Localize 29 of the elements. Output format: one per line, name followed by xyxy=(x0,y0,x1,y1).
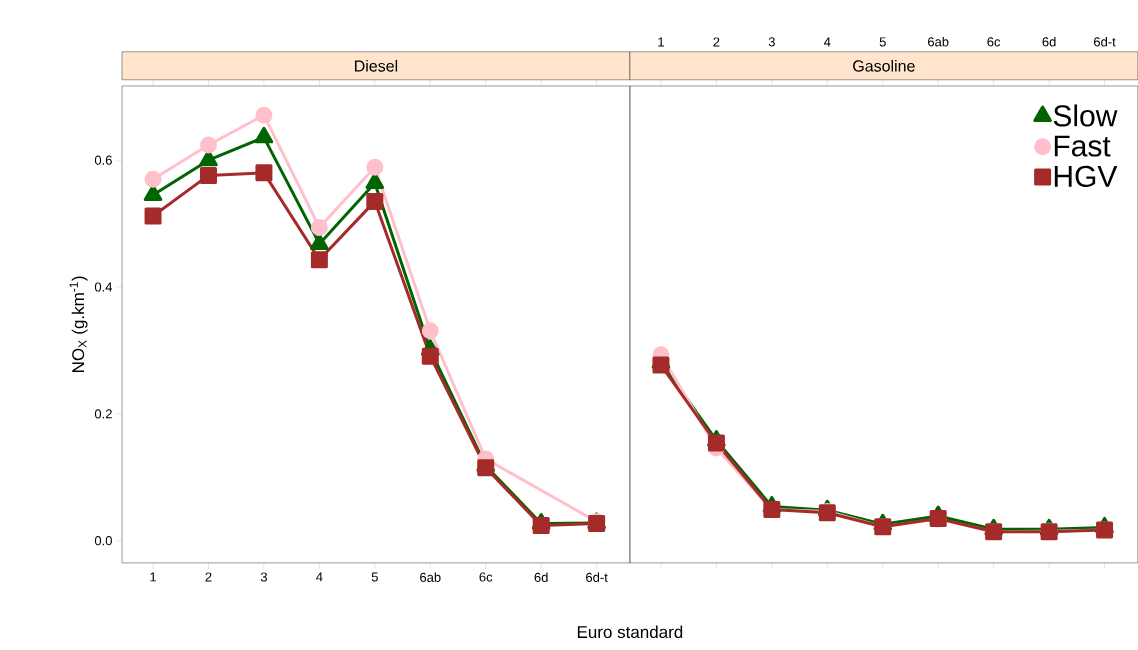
legend-label: Slow xyxy=(1053,104,1118,127)
x-tick-label: 6ab xyxy=(420,572,441,583)
x-tick-label: 6c xyxy=(987,37,1001,47)
x-tick-label: 3 xyxy=(768,37,775,47)
x-tick-label: 5 xyxy=(879,37,886,47)
x-axis-title: Euro standard xyxy=(577,625,683,639)
x-tick-label: 4 xyxy=(316,572,323,582)
legend-label: Fast xyxy=(1054,135,1111,157)
x-tick-label: 2 xyxy=(205,572,212,582)
y-tick-label: 0.2 xyxy=(94,409,112,419)
x-tick-label: 6d-t xyxy=(586,572,608,583)
x-tick-label: 6c xyxy=(479,572,493,582)
x-tick-label: 3 xyxy=(260,572,267,582)
y-tick-label: 0.6 xyxy=(94,155,112,165)
chart-title: Diesel xyxy=(355,59,398,72)
x-tick-label: 2 xyxy=(713,37,720,47)
y-axis-title: NO$_{X}$ (g.km$^{-1}$) xyxy=(69,276,88,373)
x-tick-label: 4 xyxy=(823,37,831,47)
y-tick-label: 0.0 xyxy=(94,536,112,546)
chart-title: Gasoline xyxy=(853,59,915,72)
y-tick-label: 0.4 xyxy=(94,282,113,292)
x-tick-label: 6d xyxy=(534,572,548,583)
x-tick-label: 1 xyxy=(150,572,157,582)
x-tick-label: 5 xyxy=(371,572,378,582)
x-tick-label: 6d-t xyxy=(1094,36,1116,47)
x-tick-label: 1 xyxy=(658,37,664,47)
legend-label: HGV xyxy=(1054,165,1118,188)
x-tick-label: 6d xyxy=(1042,36,1056,47)
x-tick-label: 6ab xyxy=(928,36,949,47)
